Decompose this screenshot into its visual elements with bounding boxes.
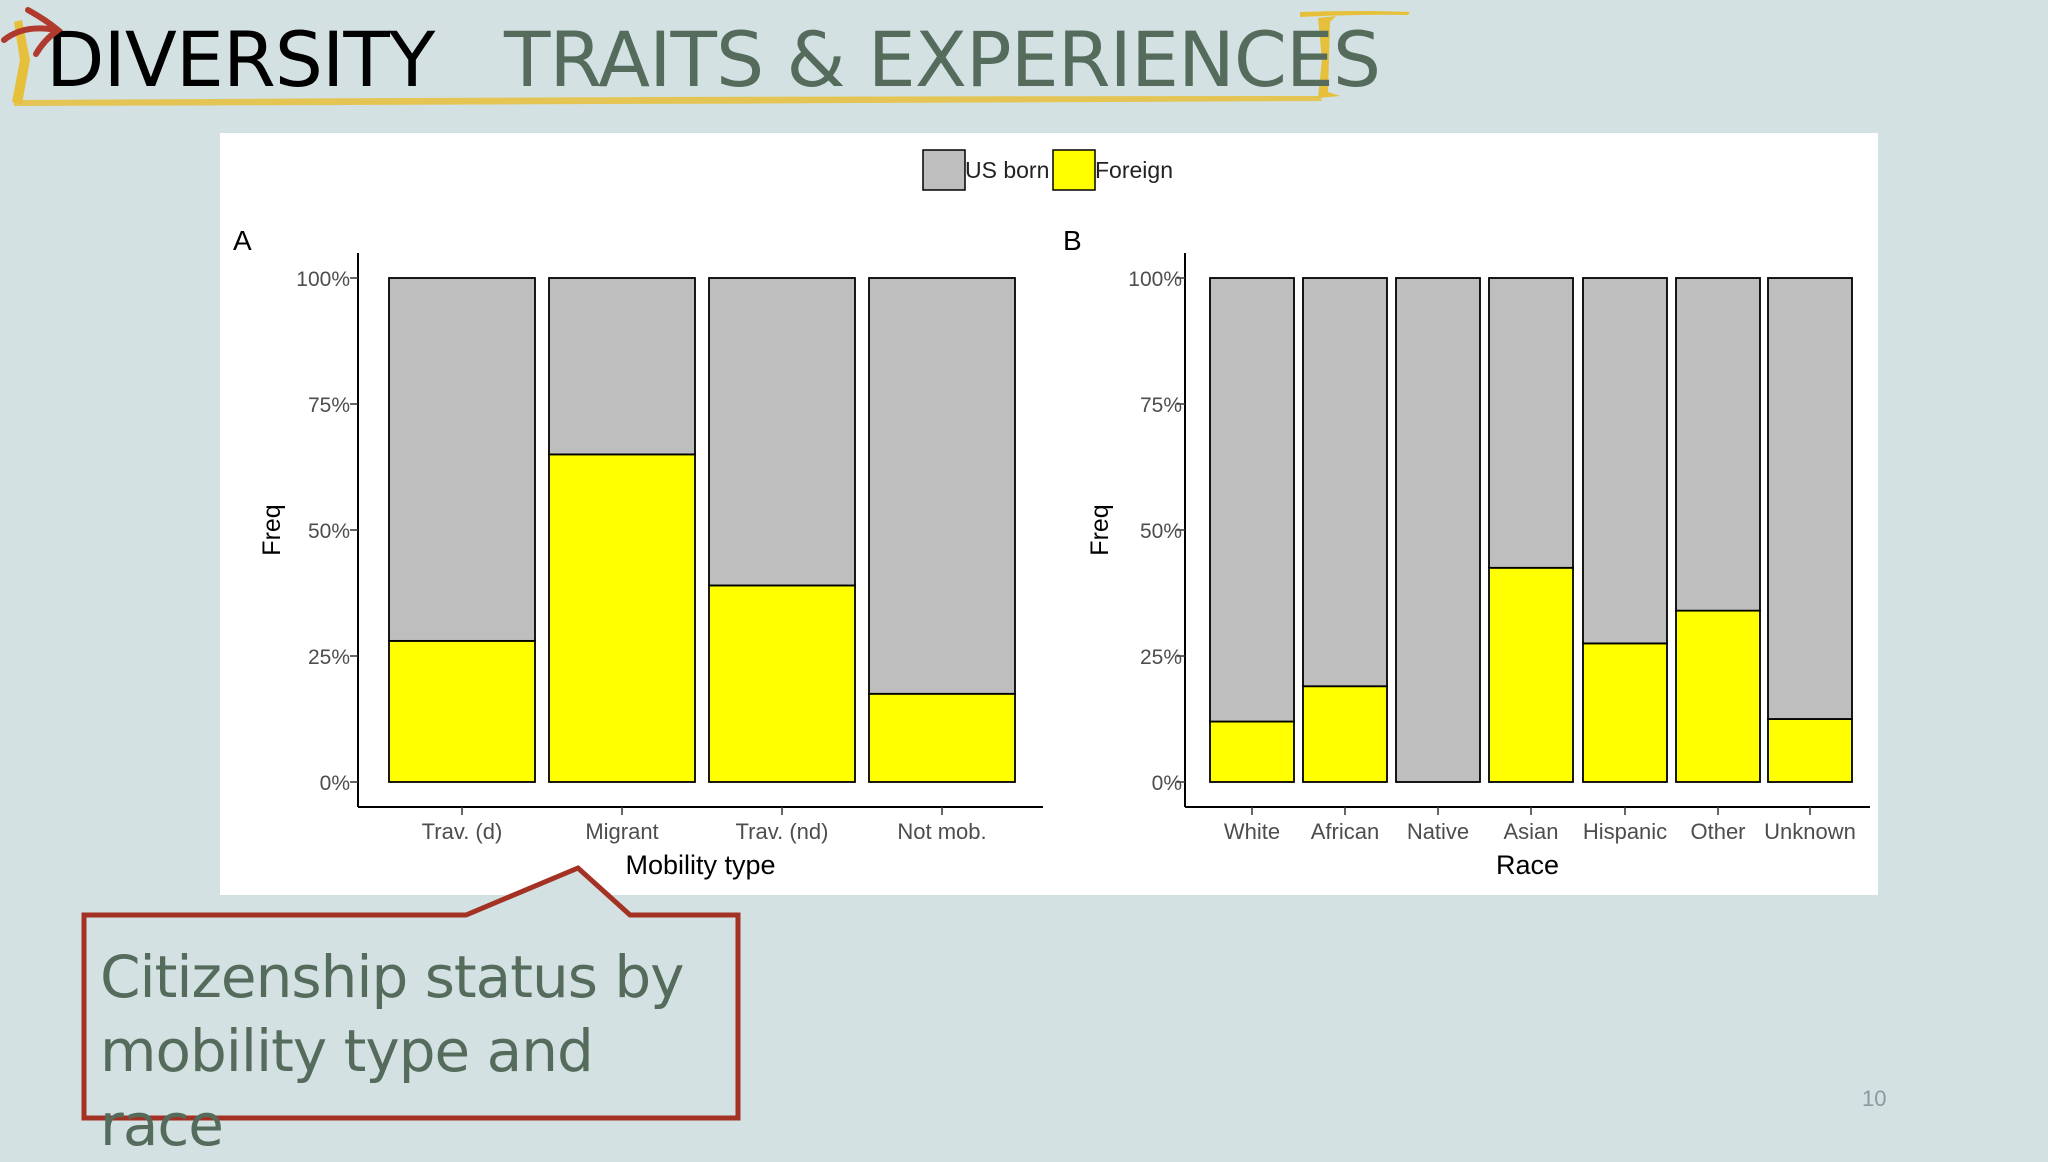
- legend-swatch-0: [922, 149, 966, 191]
- x-tick-label-0-0: Trav. (d): [422, 819, 503, 844]
- x-tick-label-1-0: White: [1224, 819, 1280, 844]
- bar-0-1-0: [548, 453, 696, 783]
- x-tick-label-0-2: Trav. (nd): [736, 819, 829, 844]
- top-stroke: [1300, 11, 1410, 17]
- left-bracket-icon: [12, 20, 30, 104]
- y-tick-label-0-3: 75%: [308, 394, 350, 417]
- page-number: 10: [1862, 1086, 1887, 1111]
- y-tick-label-1-1: 25%: [1140, 646, 1182, 669]
- y-tick-label-1-3: 75%: [1140, 394, 1182, 417]
- y-axis-label-1: Freq: [1086, 504, 1114, 555]
- y-tick-label-1-2: 50%: [1140, 520, 1182, 543]
- bar-1-1-1: [1302, 277, 1388, 688]
- bar-1-3-0: [1488, 566, 1574, 783]
- arrow-right-icon: [1, 7, 63, 57]
- legend-label-1: Foreign: [1095, 157, 1173, 183]
- legend-swatch-1: [1052, 149, 1096, 191]
- underline-stroke: [14, 96, 1322, 106]
- panel-label-0: A: [233, 225, 252, 256]
- callout-frame: [81, 865, 741, 1121]
- bar-1-0-0: [1209, 720, 1295, 783]
- x-tick-label-1-5: Other: [1690, 819, 1745, 844]
- x-tick-label-1-2: Native: [1407, 819, 1469, 844]
- x-tick-label-0-3: Not mob.: [897, 819, 986, 844]
- bar-1-1-0: [1302, 685, 1388, 783]
- chart-panel: US born Foreign A 0% 25% 50% 75% 100% Freq Trav. …: [220, 133, 1878, 895]
- callout-text: Citizenship status by mobility type and …: [100, 943, 685, 1159]
- right-bracket-icon: [1318, 16, 1340, 98]
- panel-label-1: B: [1063, 225, 1082, 256]
- bar-1-5-1: [1675, 277, 1761, 612]
- x-tick-label-0-1: Migrant: [585, 819, 658, 844]
- callout-box: Citizenship status by mobility type and …: [0, 860, 760, 1159]
- x-tick-label-1-6: Unknown: [1764, 819, 1856, 844]
- bar-0-0-1: [388, 277, 536, 642]
- bar-0-0-0: [388, 639, 536, 783]
- bar-0-2-0: [708, 584, 856, 783]
- y-tick-label-1-0: 0%: [1152, 772, 1182, 795]
- bar-1-2-1: [1395, 277, 1481, 783]
- title-band: DIVERSITY TRAITS & EXPERIENCES: [0, 0, 1420, 112]
- y-tick-label-1-4: 100%: [1128, 268, 1182, 291]
- x-axis-label-1: Race: [1496, 850, 1559, 880]
- y-tick-label-0-2: 50%: [308, 520, 350, 543]
- bar-1-4-0: [1582, 642, 1668, 783]
- x-tick-label-1-4: Hispanic: [1583, 819, 1667, 844]
- bar-1-0-1: [1209, 277, 1295, 723]
- bar-0-1-1: [548, 277, 696, 456]
- y-tick-label-0-4: 100%: [296, 268, 350, 291]
- bar-1-5-0: [1675, 609, 1761, 783]
- bar-0-3-1: [868, 277, 1016, 695]
- title-bracket-decoration: [12, 11, 1410, 106]
- x-axis-label-0: Mobility type: [625, 850, 775, 880]
- y-axis-label-0: Freq: [258, 504, 286, 555]
- x-tick-label-1-1: African: [1311, 819, 1379, 844]
- y-tick-label-0-0: 0%: [320, 772, 350, 795]
- x-tick-label-1-3: Asian: [1503, 819, 1558, 844]
- bar-0-2-1: [708, 277, 856, 587]
- y-tick-label-0-1: 25%: [308, 646, 350, 669]
- bar-1-4-1: [1582, 277, 1668, 645]
- slide-title-sub: TRAITS & EXPERIENCES: [504, 15, 1381, 104]
- legend-label-0: US born: [965, 157, 1049, 183]
- bar-1-6-0: [1767, 718, 1853, 783]
- bar-1-6-1: [1767, 277, 1853, 720]
- stacked-bar-charts: US born Foreign A 0% 25% 50% 75% 100% Freq Trav. …: [233, 149, 1870, 880]
- bar-0-3-0: [868, 692, 1016, 783]
- slide-title-main: DIVERSITY: [46, 15, 435, 104]
- bar-1-3-1: [1488, 277, 1574, 569]
